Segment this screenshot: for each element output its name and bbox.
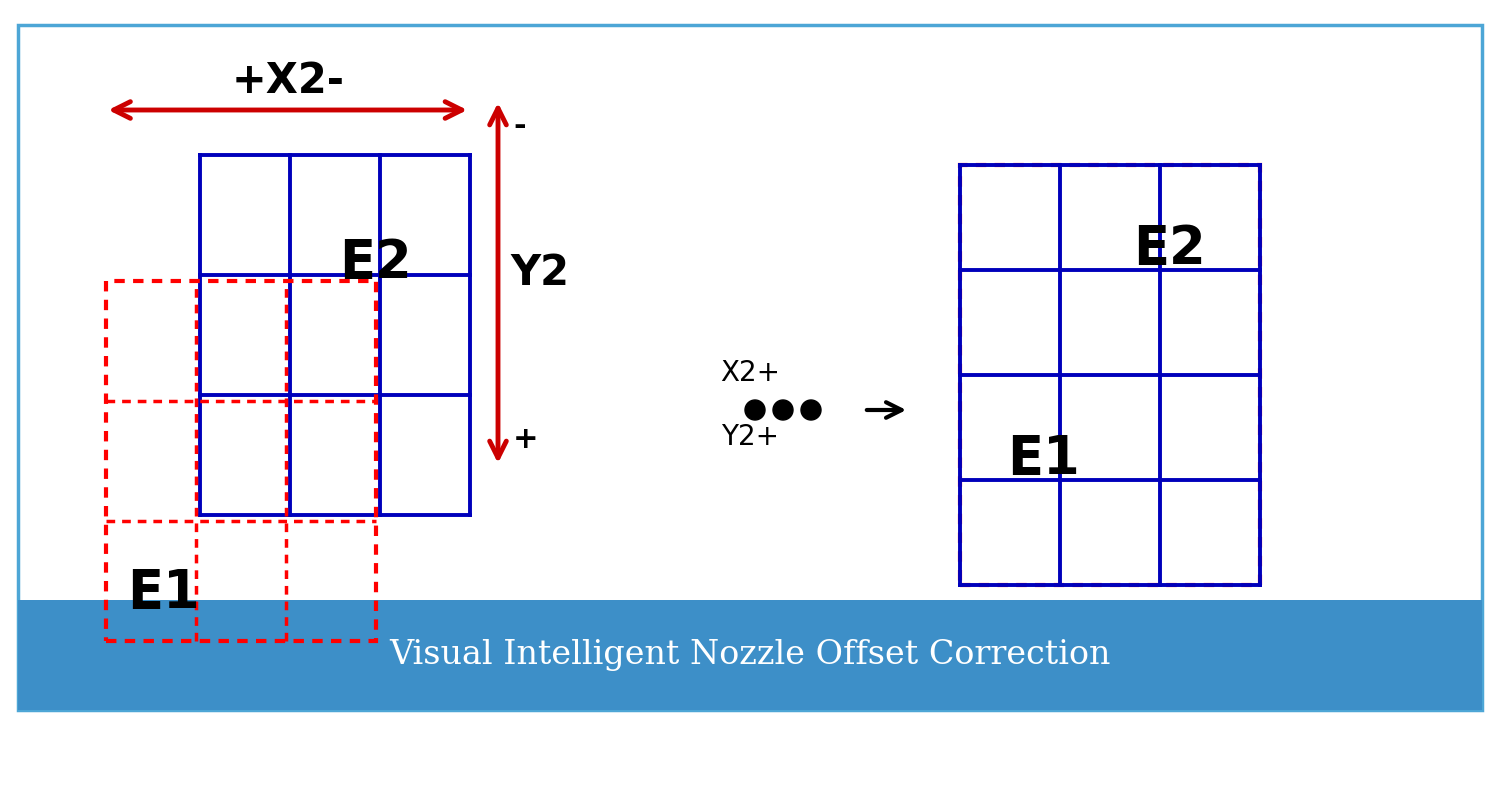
Text: E1: E1: [1008, 433, 1080, 485]
Bar: [105, 281, 375, 641]
Text: Visual Intelligent Nozzle Offset Correction: Visual Intelligent Nozzle Offset Correct…: [390, 639, 1110, 671]
Text: +: +: [513, 425, 538, 454]
Circle shape: [746, 400, 765, 420]
Circle shape: [772, 400, 794, 420]
Circle shape: [801, 400, 820, 420]
Bar: [18, 600, 1482, 710]
Text: Y2: Y2: [510, 252, 568, 294]
Bar: [18, 25, 1482, 710]
Bar: [960, 165, 1260, 585]
Text: -: -: [513, 112, 525, 141]
Text: X2+: X2+: [720, 359, 780, 387]
Text: E2: E2: [1134, 223, 1206, 275]
Text: Y2+: Y2+: [722, 423, 778, 451]
Text: E2: E2: [339, 237, 412, 289]
Text: +X2-: +X2-: [231, 60, 344, 102]
Text: E1: E1: [128, 567, 201, 619]
